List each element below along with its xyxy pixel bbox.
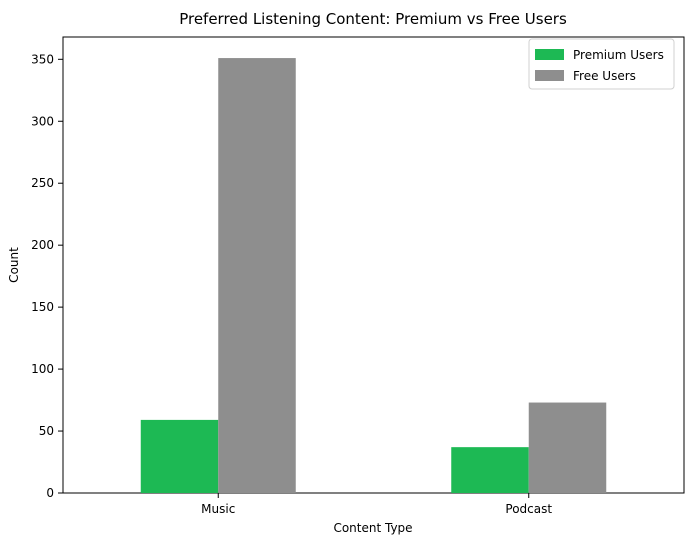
x-tick-label: Podcast xyxy=(505,502,552,516)
y-tick-label: 0 xyxy=(46,486,54,500)
bar-podcast-free-users xyxy=(528,402,607,493)
y-tick-label: 250 xyxy=(31,176,54,190)
y-axis: 0 50 100 150 200 250 300 350 xyxy=(31,52,63,500)
legend: Premium Users Free Users xyxy=(528,38,675,90)
chart-title: Preferred Listening Content: Premium vs … xyxy=(179,10,567,28)
legend-swatch xyxy=(535,70,564,81)
legend-label: Free Users xyxy=(573,69,636,83)
bars xyxy=(140,58,607,493)
y-tick-label: 150 xyxy=(31,300,54,314)
bar-music-free-users xyxy=(218,58,296,493)
x-axis: Music Podcast xyxy=(201,493,552,516)
y-axis-label: Count xyxy=(7,247,21,283)
y-tick-label: 350 xyxy=(31,52,54,66)
y-tick-label: 300 xyxy=(31,114,54,128)
legend-swatch xyxy=(535,49,564,60)
y-tick-label: 50 xyxy=(39,424,54,438)
bar-podcast-premium-users xyxy=(451,447,529,493)
x-tick-label: Music xyxy=(201,502,235,516)
legend-label: Premium Users xyxy=(573,48,664,62)
bar-music-premium-users xyxy=(140,419,219,493)
x-axis-label: Content Type xyxy=(333,521,412,535)
plot-area xyxy=(62,36,685,494)
y-tick-label: 200 xyxy=(31,238,54,252)
legend-frame xyxy=(528,38,675,90)
y-tick-label: 100 xyxy=(31,362,54,376)
